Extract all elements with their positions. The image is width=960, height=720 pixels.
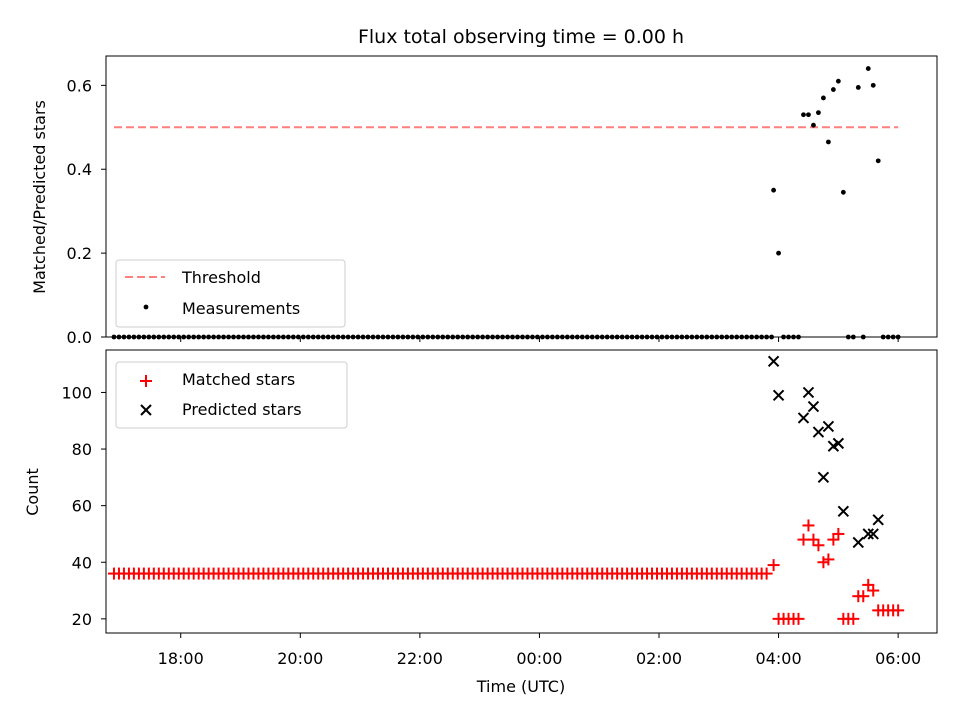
matched-star-point — [847, 612, 860, 625]
legend-predicted-swatch — [140, 404, 152, 416]
legend-matched-swatch — [140, 375, 152, 387]
measurement-point — [816, 110, 821, 116]
x-axis-label: Time (UTC) — [476, 677, 565, 696]
predicted-star-point — [862, 528, 874, 540]
x-tick-label: 00:00 — [516, 649, 562, 668]
measurement-point — [865, 66, 871, 71]
measurement-point — [875, 158, 881, 164]
x-tick-label: 20:00 — [277, 649, 323, 668]
bottom-y-tick-label: 100 — [61, 383, 92, 402]
predicted-star-point — [802, 386, 815, 399]
matched-star-point — [802, 519, 815, 532]
bottom-legend: Matched stars Predicted stars — [115, 361, 348, 429]
matched-star-point — [832, 527, 845, 540]
matched-star-point — [867, 584, 880, 597]
matched-star-point — [822, 553, 835, 566]
measurement-point — [855, 85, 861, 90]
top-y-tick-label: 0.4 — [67, 160, 92, 179]
predicted-star-point — [867, 528, 879, 540]
bottom-plot-frame — [105, 349, 938, 634]
matched-star-point — [812, 539, 825, 552]
predicted-star-point — [767, 355, 780, 368]
top-plot-frame — [105, 55, 938, 338]
bottom-legend-box — [115, 361, 348, 429]
measurement-point — [811, 122, 816, 128]
measurement-point — [825, 139, 831, 145]
measurement-point — [870, 82, 876, 88]
legend-measurements-label: Measurements — [182, 299, 300, 318]
measurement-point — [771, 187, 776, 193]
x-tick-label: 22:00 — [397, 649, 443, 668]
bottom-panel: 20 40 60 80 100 18:00 20:00 22:00 00:00 02:00 04:… — [23, 349, 938, 696]
top-y-tick-label: 0.2 — [67, 244, 92, 263]
predicted-star-point — [832, 437, 845, 450]
predicted-star-point — [772, 389, 785, 401]
legend-predicted-label: Predicted stars — [182, 400, 302, 419]
top-y-axis-label: Matched/Predicted stars — [30, 100, 49, 294]
predicted-star-point — [812, 426, 825, 438]
x-tick-label: 18:00 — [158, 649, 204, 668]
matched-star-point — [792, 612, 805, 625]
measurement-point — [835, 78, 841, 84]
predicted-star-point — [852, 536, 864, 549]
predicted-star-point — [817, 471, 830, 484]
predicted-star-point — [872, 514, 884, 526]
measurement-point — [840, 189, 846, 195]
top-panel: 0.0 0.2 0.4 0.6 Matched/Predicted stars Thr… — [30, 55, 938, 347]
measurement-point — [806, 112, 811, 118]
top-legend: Threshold Measurements — [115, 259, 346, 328]
predicted-star-point — [807, 400, 820, 413]
top-y-tick-label: 0.6 — [67, 76, 92, 95]
predicted-star-point — [797, 412, 810, 424]
chart-title: Flux total observing time = 0.00 h — [358, 26, 684, 48]
legend-threshold-label: Threshold — [181, 268, 261, 287]
measurement-point — [776, 250, 781, 256]
matched-star-point — [892, 604, 905, 617]
matched-star-point — [857, 590, 870, 603]
bottom-x-axis-ticks: 18:00 20:00 22:00 00:00 02:00 04:00 06:00 — [158, 633, 921, 668]
bottom-y-axis-label: Count — [23, 468, 42, 516]
measurement-point — [830, 87, 836, 92]
measurement-point — [821, 95, 826, 101]
legend-matched-label: Matched stars — [182, 370, 295, 389]
bottom-y-tick-label: 80 — [72, 440, 92, 459]
matched-star-point — [767, 559, 780, 572]
bottom-y-tick-label: 60 — [72, 497, 92, 516]
predicted-star-point — [822, 420, 835, 433]
count-series — [107, 355, 905, 625]
bottom-y-tick-label: 40 — [72, 553, 92, 572]
top-legend-box — [115, 259, 346, 328]
x-tick-label: 02:00 — [636, 649, 682, 668]
bottom-y-axis-ticks: 20 40 60 80 100 — [61, 383, 106, 629]
top-y-axis-ticks: 0.0 0.2 0.4 0.6 — [67, 76, 106, 347]
predicted-star-point — [837, 505, 850, 518]
top-x-axis-ticks — [180, 337, 899, 342]
bottom-y-tick-label: 20 — [72, 610, 92, 629]
matched-star-point — [760, 567, 773, 580]
legend-measurements-swatch — [143, 304, 149, 310]
top-y-tick-label: 0.0 — [67, 328, 92, 347]
x-tick-label: 06:00 — [875, 649, 921, 668]
measurement-point — [801, 112, 806, 118]
x-tick-label: 04:00 — [756, 649, 802, 668]
